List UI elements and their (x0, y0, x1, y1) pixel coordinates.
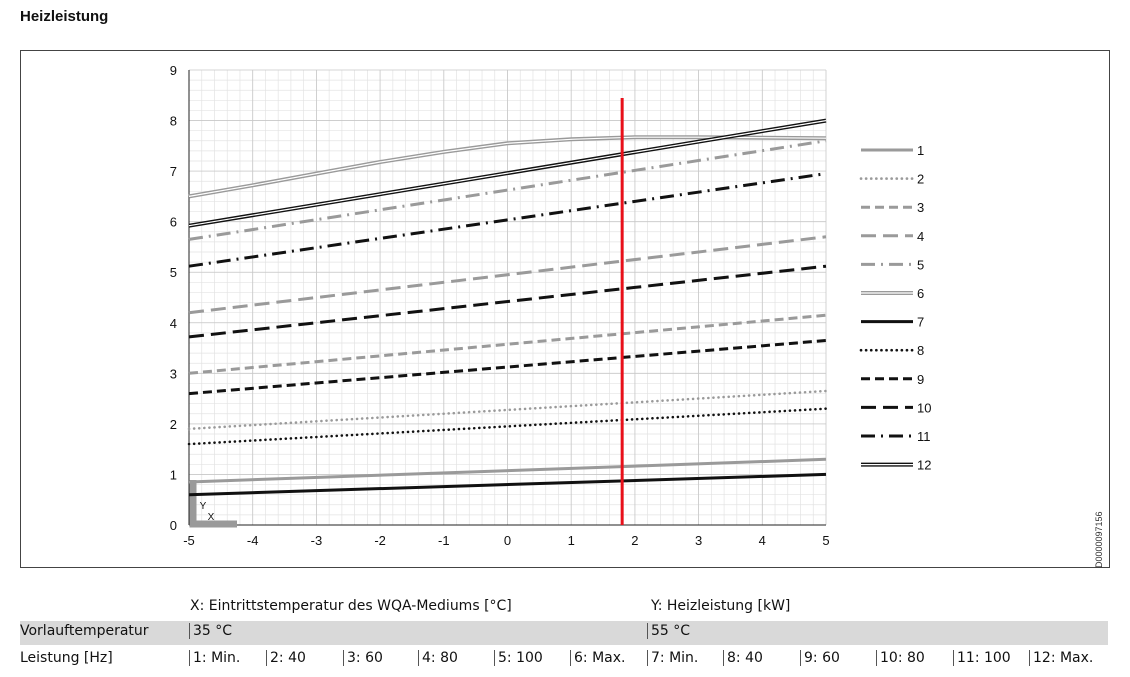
series-line-8 (187, 407, 828, 446)
legend-label: 1 (917, 143, 924, 158)
series-line-12-inner (188, 120, 827, 227)
x-tick-label: 4 (759, 533, 766, 548)
y-tick-label: 8 (170, 114, 177, 129)
y-tick-label: 6 (170, 215, 177, 230)
series-line-1 (188, 457, 827, 484)
x-axis-caption: X: Eintrittstemperatur des WQA-Mediums [… (190, 598, 512, 614)
legend-label: 3 (917, 200, 924, 215)
y-tick-label: 5 (170, 265, 177, 280)
series-line-11 (188, 172, 827, 268)
table-cell: 1: Min. (189, 650, 240, 666)
x-tick-label: -3 (311, 533, 323, 548)
legend-label: 2 (917, 172, 924, 187)
row-label: Vorlauftemperatur (20, 623, 149, 639)
series-line-5 (188, 139, 827, 241)
x-tick-label: -4 (247, 533, 259, 548)
y-tick-label: 4 (170, 316, 177, 331)
x-tick-label: -2 (374, 533, 386, 548)
x-tick-label: 3 (695, 533, 702, 548)
x-tick-label: 0 (504, 533, 511, 548)
series-line-4 (188, 235, 827, 315)
table-cell: 4: 80 (418, 650, 458, 666)
table-cell: 12: Max. (1029, 650, 1093, 666)
table-cell: 35 °C (189, 623, 232, 639)
legend-label: 7 (917, 315, 924, 330)
legend-label: 4 (917, 229, 924, 244)
x-tick-label: 1 (568, 533, 575, 548)
series-line-10 (188, 264, 827, 339)
x-tick-label: -1 (438, 533, 450, 548)
y-tick-label: 2 (170, 417, 177, 432)
y-axis-caption: Y: Heizleistung [kW] (651, 598, 791, 614)
legend-label: 6 (917, 286, 924, 301)
table-cell: 10: 80 (876, 650, 925, 666)
legend-label: 12 (917, 458, 931, 473)
x-tick-label: 2 (631, 533, 638, 548)
legend-label: 8 (917, 343, 924, 358)
row-label: Leistung [Hz] (20, 650, 113, 666)
table-cell: 11: 100 (953, 650, 1011, 666)
chart-title: Heizleistung (20, 8, 109, 25)
table-cell: 55 °C (647, 623, 690, 639)
x-tick-label: -5 (183, 533, 195, 548)
chart-canvas: -5 -4 -3 -2 -1 0 1 2 3 4 50123456789YX123456789101… (170, 63, 932, 548)
table-cell: 2: 40 (266, 650, 306, 666)
table-row-vorlauftemperatur: Vorlauftemperatur 35 °C 55 °C (20, 621, 1108, 645)
table-cell: 5: 100 (494, 650, 543, 666)
y-tick-label: 7 (170, 164, 177, 179)
document-id: D0000097156 (1094, 511, 1104, 568)
series-line-3 (188, 313, 827, 375)
table-cell: 7: Min. (647, 650, 698, 666)
series-line-9 (188, 339, 827, 396)
table-cell: 6: Max. (570, 650, 625, 666)
legend-label: 10 (917, 400, 931, 415)
legend-label: 11 (917, 429, 931, 444)
table-cell: 8: 40 (723, 650, 763, 666)
series-line-7 (188, 472, 827, 497)
series-line-2 (187, 389, 828, 431)
table-cell: 9: 60 (800, 650, 840, 666)
legend-label: 5 (917, 257, 924, 272)
y-tick-label: 0 (170, 518, 177, 533)
y-axis-letter: Y (200, 501, 207, 512)
x-tick-label: 5 (822, 533, 829, 548)
table-row-leistung: Leistung [Hz] 1: Min. 2: 40 3: 60 4: 80 … (20, 648, 1108, 672)
y-tick-label: 3 (170, 366, 177, 381)
y-tick-label: 1 (170, 467, 177, 482)
legend-label: 9 (917, 372, 924, 387)
chart-frame (20, 50, 1110, 568)
x-axis-letter: X (208, 512, 215, 523)
y-tick-label: 9 (170, 63, 177, 78)
table-cell: 3: 60 (343, 650, 383, 666)
